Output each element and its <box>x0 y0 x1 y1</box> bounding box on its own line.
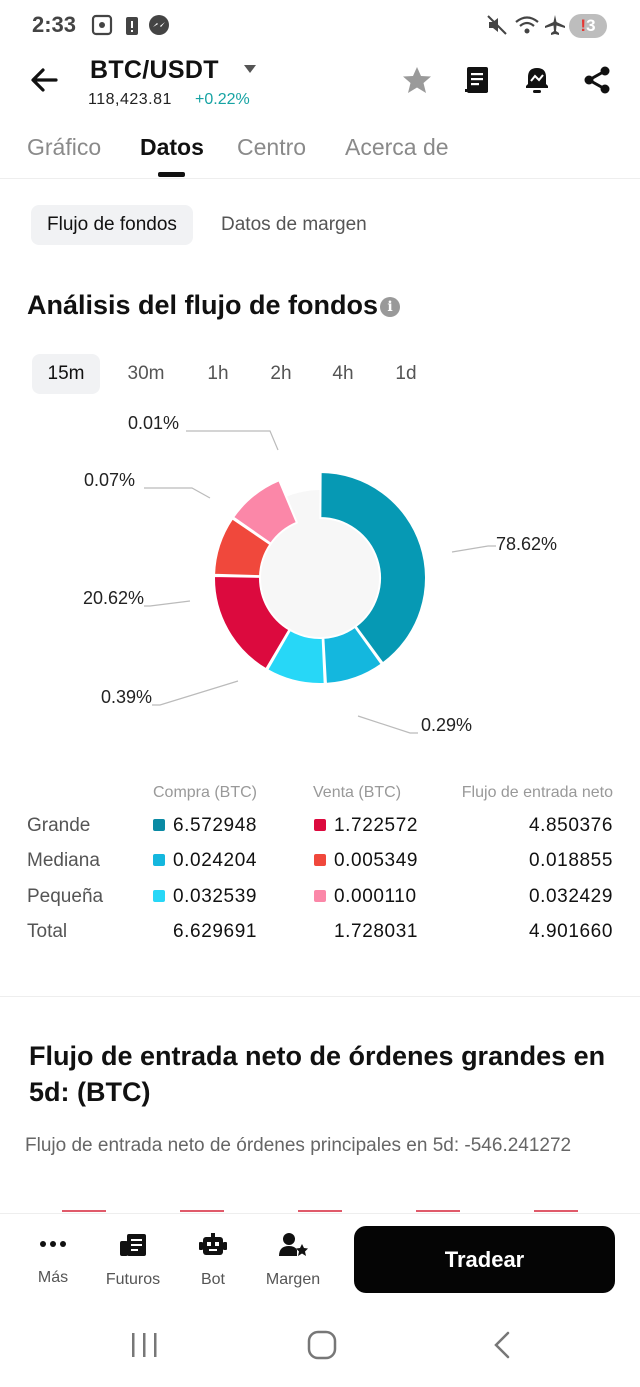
buy-value: 0.032539 <box>173 886 258 907</box>
timeframe-4h[interactable]: 4h <box>332 363 354 384</box>
chart-bar-top <box>62 1210 106 1212</box>
slice-percent-label: 0.29% <box>421 715 472 735</box>
slice-leader-line <box>152 680 239 706</box>
timeframe-30m[interactable]: 30m <box>127 363 165 384</box>
col-header-net: Flujo de entrada neto <box>461 784 613 801</box>
slice-leader-line <box>186 430 279 451</box>
row-label: Mediana <box>27 850 100 871</box>
sell-color-swatch <box>314 890 326 902</box>
net-total: 4.901660 <box>528 921 613 942</box>
share-icon[interactable] <box>580 63 614 97</box>
subtab-flujo-de-fondos[interactable]: Flujo de fondos <box>31 205 193 245</box>
back-arrow-icon[interactable] <box>28 64 60 96</box>
subtab-datos-de-margen[interactable]: Datos de margen <box>221 214 367 235</box>
chart-bar-top <box>298 1210 342 1212</box>
tabs-divider <box>0 178 640 179</box>
slice-leader-line <box>357 715 418 734</box>
battery-alert-icon <box>126 17 138 35</box>
slice-leader-line <box>451 545 496 553</box>
donut-slice <box>231 478 299 546</box>
timeframe-1d[interactable]: 1d <box>395 363 417 384</box>
net-value: 0.032429 <box>528 886 613 907</box>
large-orders-title: Flujo de entrada neto de órdenes grandes… <box>29 1041 606 1107</box>
sell-total: 1.728031 <box>334 921 419 942</box>
status-time: 2:33 <box>32 12 77 37</box>
section-title: Análisis del flujo de fondos <box>27 290 379 320</box>
row-label: Grande <box>27 815 91 836</box>
chart-bar-top <box>534 1210 578 1212</box>
sell-color-swatch <box>314 854 326 866</box>
tab-grafico[interactable]: Gráfico <box>27 134 102 160</box>
messenger-icon <box>149 15 169 35</box>
notification-count: 3 <box>586 16 596 35</box>
dropdown-caret-icon[interactable] <box>243 64 257 74</box>
nav-futuros[interactable]: Futuros <box>98 1232 168 1289</box>
nav-bot[interactable]: Bot <box>178 1232 248 1289</box>
large-orders-subtitle: Flujo de entrada neto de órdenes princip… <box>25 1135 572 1156</box>
slice-leader-line <box>144 600 191 607</box>
wifi-icon <box>515 16 539 34</box>
futures-icon <box>120 1234 146 1256</box>
slice-percent-label: 0.07% <box>84 470 135 490</box>
row-label: Pequeña <box>27 886 104 907</box>
buy-value: 6.572948 <box>173 815 258 836</box>
chart-bar-top <box>416 1210 460 1212</box>
slice-leader-line <box>144 487 211 499</box>
slice-percent-label: 20.62% <box>83 588 144 608</box>
alert-bell-icon[interactable] <box>520 63 554 97</box>
recent-apps-icon[interactable] <box>128 1330 160 1360</box>
timeframe-2h[interactable]: 2h <box>270 363 292 384</box>
home-icon[interactable] <box>306 1330 338 1360</box>
mute-icon <box>487 15 507 35</box>
trade-button[interactable]: Tradear <box>354 1226 615 1293</box>
net-value: 0.018855 <box>528 850 613 871</box>
donut-slice <box>213 574 291 671</box>
tab-datos[interactable]: Datos <box>140 134 204 160</box>
col-header-buy: Compra (BTC) <box>153 784 258 801</box>
sell-value: 0.005349 <box>334 850 419 871</box>
nav-label: Más <box>37 1269 69 1286</box>
sell-color-swatch <box>314 819 326 831</box>
more-dots-icon <box>40 1241 66 1247</box>
tab-acerca-de[interactable]: Acerca de <box>345 134 449 160</box>
bot-icon <box>199 1233 227 1255</box>
buy-color-swatch <box>153 819 165 831</box>
notebook-icon[interactable] <box>460 63 494 97</box>
info-icon[interactable]: i <box>380 297 400 317</box>
sell-value: 1.722572 <box>334 815 419 836</box>
fund-flow-donut-chart: 78.62% 0.29% 0.39% 20.62% 0.07% 0.01% <box>83 413 557 735</box>
airplane-icon <box>545 15 565 35</box>
slice-percent-label: 0.01% <box>128 413 179 433</box>
timeframe-15m[interactable]: 15m <box>32 354 100 394</box>
buy-color-swatch <box>153 854 165 866</box>
pair-title[interactable]: BTC/USDT <box>90 56 219 84</box>
nav-label: Futuros <box>105 1271 161 1288</box>
section-divider <box>0 996 640 997</box>
sell-value: 0.000110 <box>334 886 417 907</box>
margin-icon <box>279 1233 308 1256</box>
active-tab-indicator <box>158 172 185 177</box>
net-value: 4.850376 <box>528 815 613 836</box>
buy-value: 0.024204 <box>173 850 258 871</box>
notification-count-badge: !3 <box>569 14 607 38</box>
nav-label: Margen <box>265 1271 321 1288</box>
chart-bar-top <box>180 1210 224 1212</box>
row-label: Total <box>27 921 68 942</box>
nav-label: Bot <box>200 1271 225 1288</box>
buy-color-swatch <box>153 890 165 902</box>
nav-mas[interactable]: Más <box>18 1232 88 1287</box>
tab-centro[interactable]: Centro <box>237 134 307 160</box>
donut-slice <box>319 470 427 665</box>
last-price: 118,423.81 <box>88 91 172 108</box>
buy-total: 6.629691 <box>173 921 258 942</box>
system-back-icon[interactable] <box>488 1330 518 1360</box>
star-icon[interactable] <box>400 63 434 97</box>
col-header-sell: Venta (BTC) <box>313 784 402 801</box>
slice-percent-label: 78.62% <box>496 534 557 554</box>
nav-margen[interactable]: Margen <box>258 1232 328 1289</box>
screenshot-icon <box>91 14 113 36</box>
timeframe-1h[interactable]: 1h <box>207 363 229 384</box>
price-change: +0.22% <box>195 91 250 108</box>
slice-percent-label: 0.39% <box>101 687 152 707</box>
